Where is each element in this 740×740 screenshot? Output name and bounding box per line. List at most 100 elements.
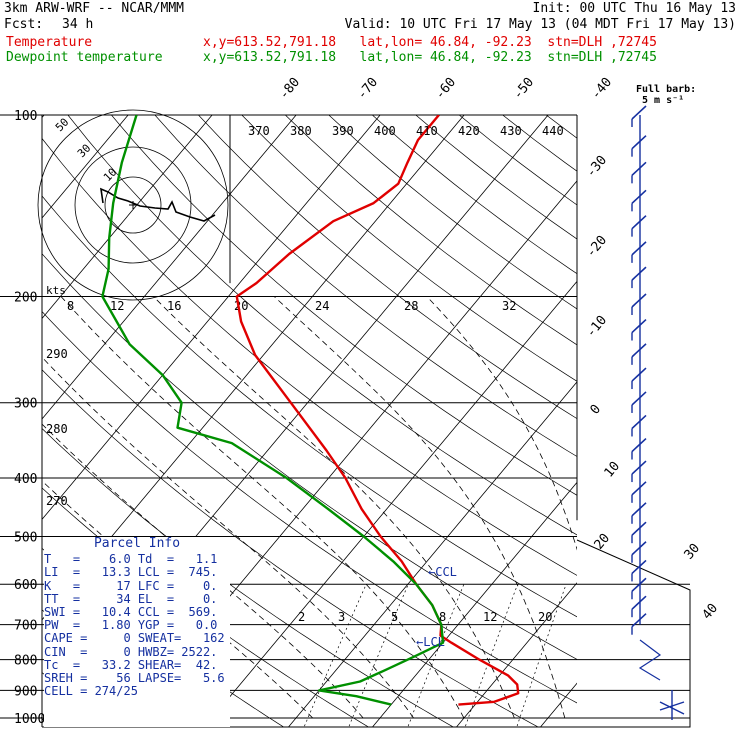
isotherm-label: -50 — [511, 75, 538, 103]
parcel-row-tc: Tc = 33.2 SHEAR= 42. — [44, 657, 218, 672]
parcel-row-tt: TT = 34 EL = 0. — [44, 591, 218, 606]
wind-barb — [631, 293, 647, 308]
hodograph-kts-scale-label: 20 — [234, 299, 248, 313]
isotherm-label: -30 — [584, 153, 611, 181]
temperature-location: x,y=613.52,791.18 lat,lon= 46.84, -92.23… — [203, 35, 657, 50]
dry-adiabat-line — [458, 115, 577, 206]
wind-barb — [631, 414, 647, 430]
dewpoint-location: x,y=613.52,791.18 lat,lon= 46.84, -92.23… — [203, 50, 657, 65]
isotherm-label: -70 — [355, 75, 382, 103]
hodograph-range-label: 50 — [53, 116, 72, 135]
forecast-label: Fcst: — [4, 17, 44, 32]
parcel-row-li: LI = 13.3 LCL = 745. — [44, 565, 218, 580]
parcel-info-title: Parcel Info — [93, 536, 181, 551]
mixing-ratio-label: 2 — [298, 610, 305, 624]
hodograph-ring — [37, 109, 229, 301]
hodograph-kts-scale-label: 8 — [67, 299, 74, 313]
theta-label: 370 — [248, 124, 270, 138]
dry-adiabat-line — [42, 137, 577, 576]
temperature-legend: Temperature — [6, 35, 93, 50]
wind-barb — [631, 613, 647, 628]
parcel-row-sreh: SREH = 56 LAPSE= 5.6 — [44, 670, 225, 685]
isotherm-label: -40 — [589, 75, 616, 103]
pressure-label-600: 600 — [14, 578, 37, 593]
dry-adiabat-line — [502, 115, 577, 172]
wind-barb — [631, 189, 647, 204]
pressure-label-900: 900 — [14, 684, 37, 699]
wind-barb — [631, 135, 647, 150]
isotherm-label: 30 — [682, 541, 704, 563]
mixing-ratio-line — [516, 584, 567, 727]
moist-adiabat-line — [699, 297, 716, 719]
ccl-marker: ←CCL — [428, 565, 457, 579]
isotherm-line — [42, 115, 129, 219]
wind-barb — [631, 215, 647, 230]
temperature-profile — [235, 115, 520, 706]
dry-adiabat-line — [285, 115, 577, 346]
wind-barb-surface — [659, 701, 685, 715]
wind-barb — [631, 437, 647, 453]
theta-label: 400 — [374, 124, 396, 138]
pressure-label-100: 100 — [14, 109, 37, 124]
dry-adiabat-line — [241, 115, 577, 382]
hodograph-ring — [104, 176, 162, 234]
mixing-ratio-label: 3 — [338, 610, 345, 624]
dry-adiabat-line — [0, 115, 34, 731]
dry-adiabat-line — [42, 369, 539, 727]
mixing-ratio-line — [348, 584, 409, 727]
parcel-row-swi: SWI = 10.4 CCL = 569. — [44, 604, 218, 619]
pressure-label-1000: 1000 — [14, 712, 45, 727]
wind-barb — [631, 391, 647, 406]
mixing-ratio-line — [464, 584, 519, 727]
isotherm-line — [621, 87, 740, 730]
isotherm-label: 0 — [588, 402, 605, 418]
model-title: 3km ARW-WRF -- NCAR/MMM — [4, 1, 185, 16]
isotherm-label: 20 — [592, 531, 614, 553]
parcel-row-k: K = 17 LFC = 0. — [44, 578, 218, 593]
wind-barb — [631, 460, 647, 475]
theta-label: 390 — [332, 124, 354, 138]
parcel-row-cape: CAPE = 0 SWEAT= 162 — [44, 631, 225, 646]
wind-barb — [631, 241, 647, 256]
wind-barb — [631, 541, 647, 556]
full-barb-unit: 5 m s⁻¹ — [642, 95, 685, 106]
isotherm-label: -20 — [584, 233, 611, 261]
parcel-row-cell: CELL = 274/25 — [44, 684, 138, 699]
isotherm-line — [455, 582, 577, 727]
dry-adiabat-line — [415, 115, 577, 240]
wind-barb-lower — [638, 639, 662, 681]
mixing-ratio-line — [303, 584, 367, 727]
wind-barb — [631, 161, 647, 176]
wind-barb — [631, 266, 647, 281]
wind-barb — [631, 343, 647, 358]
hodograph-kts-scale-label: 28 — [404, 299, 418, 313]
dry-adiabat-label: 280 — [46, 422, 68, 436]
valid-time: Valid: 10 UTC Fri 17 May 13 (04 MDT Fri … — [344, 17, 736, 32]
wind-barb — [631, 105, 647, 120]
dry-adiabat-line — [633, 115, 740, 731]
pressure-label-300: 300 — [14, 397, 37, 412]
hodograph-range-label: 30 — [75, 142, 94, 161]
dewpoint-profile — [101, 115, 445, 706]
mixing-ratio-label: 5 — [391, 610, 398, 624]
moist-adiabat-line — [581, 297, 666, 719]
wind-barb — [631, 595, 647, 610]
dry-adiabat-line — [154, 115, 577, 457]
hodograph-kts-scale-label: 24 — [315, 299, 329, 313]
dry-adiabat-line — [67, 115, 577, 536]
isotherm-line — [42, 115, 381, 521]
theta-label: 420 — [458, 124, 480, 138]
wind-barb — [631, 481, 647, 496]
isotherm-line — [705, 87, 740, 730]
moist-adiabat-line — [60, 296, 465, 719]
hodograph-kts-scale-label: 12 — [110, 299, 124, 313]
dewpoint-legend: Dewpoint temperature — [6, 50, 163, 65]
dry-adiabat-line — [42, 311, 577, 704]
theta-label: 380 — [290, 124, 312, 138]
dry-adiabat-label: 270 — [46, 494, 68, 508]
dry-adiabat-line — [677, 115, 740, 731]
parcel-row-t: T = 6.0 Td = 1.1 — [44, 552, 218, 567]
isotherm-label: -10 — [584, 313, 611, 341]
isotherm-line — [539, 682, 577, 727]
pressure-label-800: 800 — [14, 654, 37, 669]
